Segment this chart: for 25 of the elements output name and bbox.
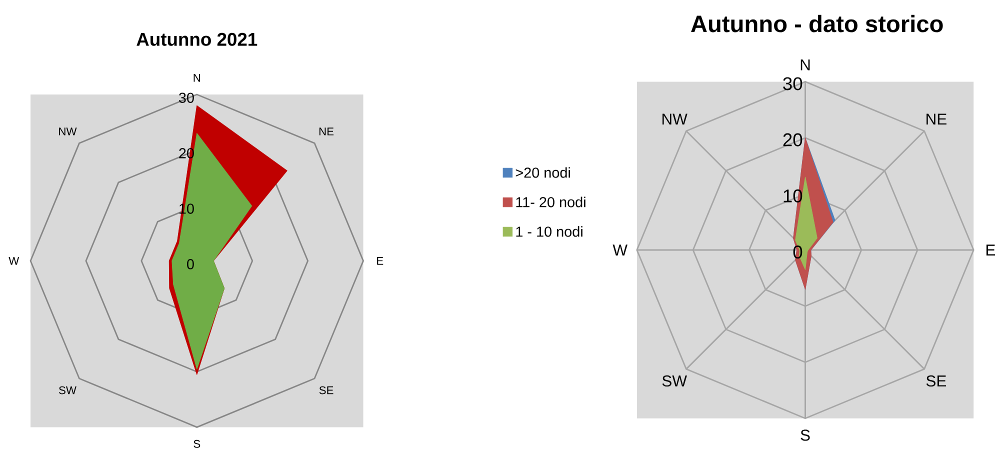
spoke-label: S bbox=[194, 440, 200, 448]
spoke-label: N bbox=[194, 74, 200, 82]
spoke-label: SE bbox=[926, 375, 946, 386]
spoke-label: E bbox=[377, 256, 384, 265]
legend-label: 1 - 10 nodi bbox=[516, 226, 582, 237]
spoke-label: NE bbox=[926, 114, 946, 124]
y-tick-label: 30 bbox=[178, 92, 194, 103]
spoke-label: S bbox=[800, 430, 810, 441]
spoke-label: NW bbox=[59, 128, 77, 136]
chart-title: Autunno - dato storico bbox=[691, 14, 943, 32]
spoke-label: NE bbox=[319, 128, 334, 136]
spoke-label: E bbox=[986, 244, 995, 256]
chart-title: Autunno 2021 bbox=[136, 32, 258, 46]
spoke-label: W bbox=[612, 244, 628, 256]
spoke-label: N bbox=[800, 59, 810, 70]
y-tick-label: 20 bbox=[783, 133, 802, 146]
spoke-label: W bbox=[8, 256, 20, 265]
y-tick-label: 30 bbox=[783, 77, 802, 90]
spoke-label: SW bbox=[662, 375, 687, 386]
legend-label: 11- 20 nodi bbox=[516, 196, 586, 208]
y-tick-label: 0 bbox=[187, 258, 194, 270]
legend-label: >20 nodi bbox=[516, 167, 570, 178]
spoke-label: NW bbox=[662, 114, 688, 124]
spoke-label: SE bbox=[319, 386, 334, 394]
spoke-label: SW bbox=[59, 386, 76, 394]
